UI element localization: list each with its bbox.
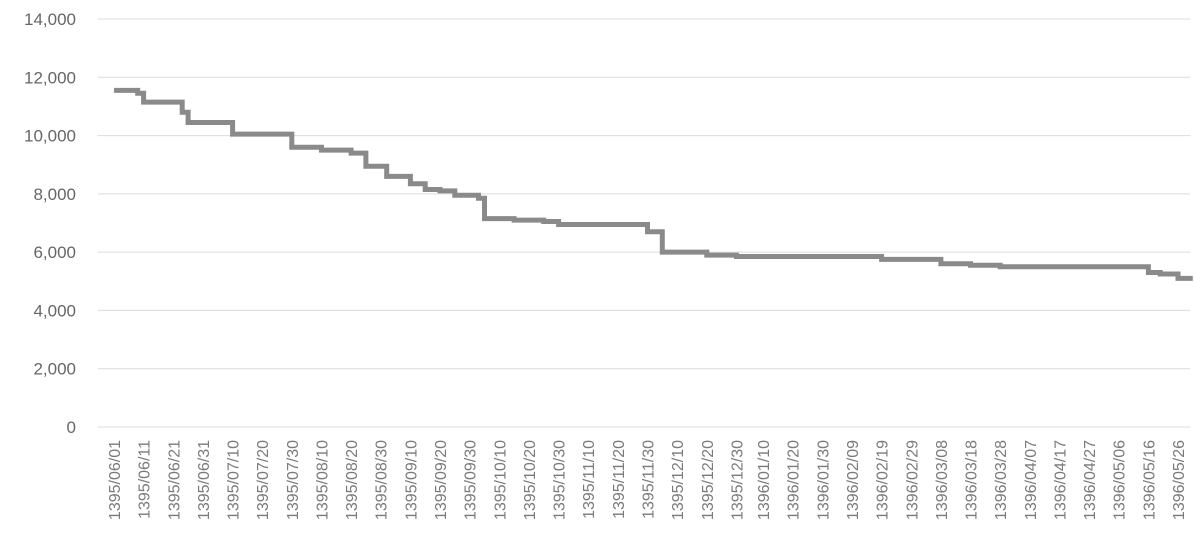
x-tick-label: 1396/05/06 [1112, 440, 1129, 520]
x-tick-label: 1395/11/30 [640, 440, 657, 519]
x-tick-label: 1395/09/10 [403, 440, 420, 520]
y-tick-label: 14,000 [24, 10, 76, 29]
x-tick-label: 1395/10/20 [522, 440, 539, 520]
y-tick-label: 10,000 [24, 127, 76, 146]
x-tick-label: 1395/08/10 [314, 440, 331, 520]
x-tick-label: 1396/01/30 [815, 440, 832, 520]
y-tick-label: 0 [67, 418, 76, 437]
x-tick-label: 1396/04/07 [1023, 440, 1040, 520]
x-tick-label: 1395/08/30 [374, 440, 391, 520]
x-tick-label: 1396/02/29 [904, 440, 921, 520]
x-tick-label: 1396/01/10 [756, 440, 773, 520]
x-tick-label: 1395/07/30 [285, 440, 302, 520]
x-tick-label: 1395/12/30 [729, 440, 746, 520]
x-tick-label: 1395/10/30 [552, 440, 569, 520]
y-axis: 14,000 12,000 10,000 8,000 6,000 4,000 2,000 0 [24, 10, 76, 437]
x-tick-label: 1396/02/19 [875, 440, 892, 520]
x-tick-label: 1396/02/09 [845, 440, 862, 520]
x-tick-label: 1395/07/10 [226, 440, 243, 520]
y-tick-label: 4,000 [33, 301, 76, 320]
series-line [114, 87, 1193, 281]
x-tick-label: 1395/06/11 [137, 440, 154, 519]
x-tick-label: 1395/06/21 [166, 440, 183, 520]
x-tick-label: 1396/01/20 [786, 440, 803, 520]
x-tick-label: 1395/11/10 [581, 440, 598, 519]
x-tick-label: 1396/03/28 [993, 440, 1010, 520]
x-tick-label: 1395/12/20 [700, 440, 717, 520]
x-tick-label: 1395/12/10 [670, 440, 687, 520]
y-tick-label: 6,000 [33, 243, 76, 262]
x-tick-label: 1396/04/27 [1082, 440, 1099, 520]
x-axis: 1395/06/01 1395/06/11 1395/06/21 1395/06/31… [107, 440, 1188, 520]
x-tick-label: 1396/04/17 [1052, 440, 1069, 520]
x-tick-label: 1395/09/30 [463, 440, 480, 520]
x-tick-label: 1396/03/08 [934, 440, 951, 520]
y-tick-label: 2,000 [33, 360, 76, 379]
x-tick-label: 1395/10/10 [492, 440, 509, 520]
y-tick-label: 8,000 [33, 185, 76, 204]
x-tick-label: 1395/08/20 [344, 440, 361, 520]
x-tick-label: 1396/05/16 [1141, 440, 1158, 520]
x-tick-label: 1395/06/01 [107, 440, 124, 520]
y-tick-label: 12,000 [24, 68, 76, 87]
x-tick-label: 1396/03/18 [964, 440, 981, 520]
x-tick-label: 1395/09/20 [433, 440, 450, 520]
x-tick-label: 1395/07/20 [255, 440, 272, 520]
x-tick-label: 1395/11/20 [611, 440, 628, 519]
x-tick-label: 1395/06/31 [196, 440, 213, 520]
x-tick-label: 1396/05/26 [1171, 440, 1188, 520]
